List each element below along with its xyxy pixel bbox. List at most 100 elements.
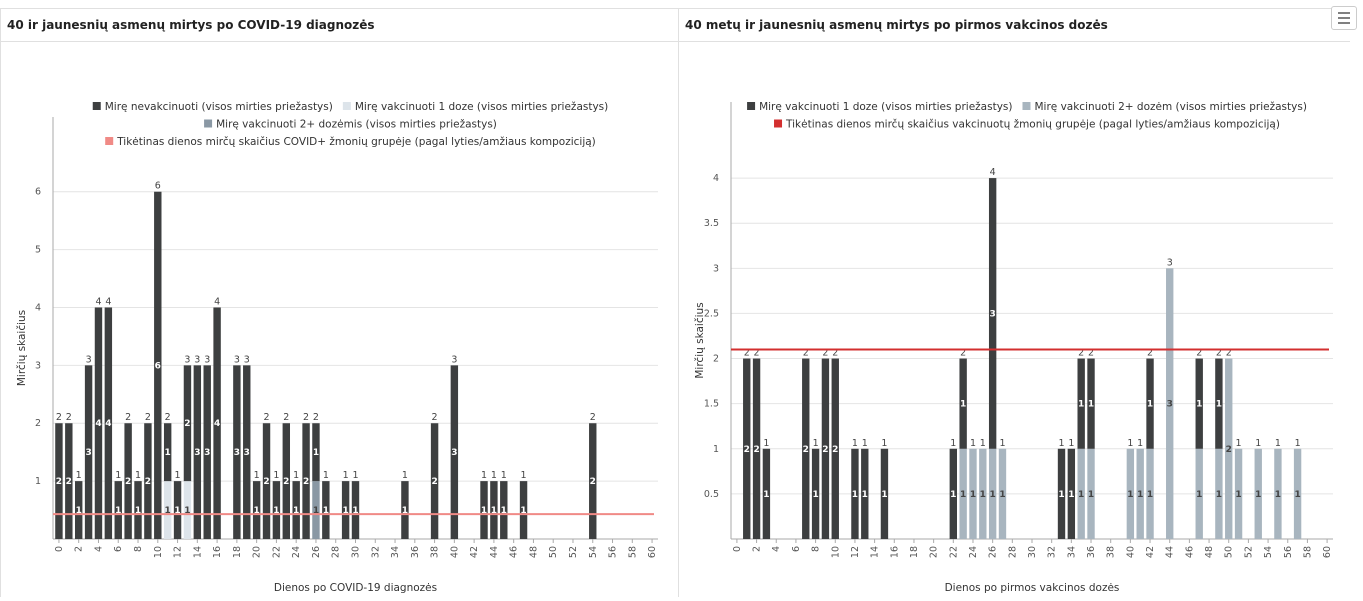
total-label: 3 — [1167, 257, 1173, 268]
segment-label: 1 — [1078, 400, 1084, 410]
bar-segment — [312, 423, 320, 482]
y-tick-label: 3.5 — [704, 218, 719, 229]
bar-segment — [1225, 358, 1233, 539]
segment-label: 2 — [753, 445, 759, 455]
total-label: 2 — [145, 412, 151, 423]
bar-segment — [821, 358, 830, 539]
segment-label: 1 — [1137, 490, 1143, 500]
total-label: 1 — [1127, 438, 1133, 449]
bar-segment — [1254, 448, 1262, 539]
x-tick-label: 0 — [732, 546, 743, 552]
bar-segment — [243, 365, 251, 539]
bar-segment — [173, 481, 182, 539]
x-tick-label: 28 — [1007, 546, 1018, 558]
bar-segment — [1215, 358, 1223, 449]
segment-label: 1 — [165, 506, 171, 516]
total-label: 1 — [521, 470, 527, 481]
bar-segment — [1195, 358, 1203, 449]
x-tick-label: 6 — [113, 546, 124, 552]
bar-segment — [500, 481, 508, 539]
segment-label: 2 — [1226, 445, 1232, 455]
total-label: 2 — [66, 412, 72, 423]
segment-label: 3 — [990, 309, 996, 319]
segment-label: 1 — [115, 506, 121, 516]
bar-segment — [430, 423, 439, 539]
bar-segment — [851, 448, 859, 539]
x-tick-label: 54 — [1263, 546, 1274, 558]
panel: 40 metų ir jaunesnių asmenų mirtys po pi… — [678, 8, 1350, 597]
bar-segment — [1195, 448, 1203, 539]
x-tick-label: 44 — [1165, 546, 1176, 558]
total-label: 2 — [1147, 348, 1153, 359]
bar-segment — [282, 423, 291, 539]
x-tick-label: 14 — [870, 546, 881, 558]
segment-label: 1 — [970, 490, 976, 500]
bar-segment — [490, 481, 498, 539]
bar-segment — [811, 448, 820, 539]
total-label: 1 — [1068, 438, 1074, 449]
legend-label: Tikėtinas dienos mirčų skaičius COVID+ ž… — [116, 136, 596, 148]
total-label: 2 — [1088, 348, 1094, 359]
bar-segment — [1087, 448, 1095, 539]
total-label: 1 — [293, 470, 299, 481]
bar-segment — [252, 481, 261, 539]
total-label: 2 — [313, 412, 319, 423]
segment-label: 1 — [481, 506, 487, 516]
total-label: 4 — [105, 296, 111, 307]
total-label: 4 — [990, 167, 996, 178]
x-tick-label: 36 — [1086, 546, 1097, 558]
x-tick-label: 4 — [771, 546, 782, 552]
total-label: 1 — [813, 438, 819, 449]
segment-label: 1 — [1147, 400, 1153, 410]
segment-label: 3 — [244, 448, 250, 458]
total-label: 3 — [86, 354, 92, 365]
legend-item: Mirę nevakcinuoti (visos mirties priežas… — [92, 101, 333, 113]
legend-label: Tikėtinas dienos mirčų skaičius vakcinuo… — [785, 119, 1280, 131]
bar-segment — [124, 423, 132, 539]
bar-segment — [1136, 448, 1144, 539]
bar-segment — [163, 481, 172, 539]
bar-segment — [880, 448, 889, 539]
bar-segment — [233, 365, 241, 539]
segment-label: 1 — [1088, 490, 1094, 500]
legend-label: Mirę nevakcinuoti (visos mirties priežas… — [105, 101, 333, 113]
bar-segment — [1067, 448, 1076, 539]
bar-segment — [743, 358, 751, 539]
total-label: 1 — [254, 470, 260, 481]
segment-label: 2 — [56, 477, 62, 487]
total-label: 1 — [1255, 438, 1261, 449]
bar-segment — [861, 448, 869, 539]
total-label: 2 — [1078, 348, 1084, 359]
segment-label: 1 — [501, 506, 507, 516]
segment-label: 1 — [1216, 400, 1222, 410]
x-tick-label: 58 — [1302, 546, 1313, 558]
y-tick-label: 2 — [713, 354, 719, 365]
panel-title: 40 metų ir jaunesnių asmenų mirtys po pi… — [679, 9, 1350, 42]
y-tick-label: 1 — [35, 476, 41, 487]
total-label: 2 — [56, 412, 62, 423]
segment-label: 1 — [1235, 490, 1241, 500]
bar-segment — [74, 481, 83, 539]
total-label: 1 — [999, 438, 1005, 449]
y-tick-label: 3 — [713, 263, 719, 274]
bar-segment — [312, 481, 320, 539]
x-tick-label: 32 — [1047, 546, 1058, 558]
x-tick-label: 60 — [1322, 546, 1333, 558]
bar-segment — [949, 448, 957, 539]
bar-segment — [1234, 448, 1243, 539]
x-tick-label: 26 — [311, 546, 322, 558]
menu-icon — [1338, 12, 1350, 24]
x-tick-label: 44 — [489, 546, 500, 558]
bar-segment — [183, 365, 192, 482]
legend-swatch — [204, 119, 213, 128]
total-label: 4 — [214, 296, 220, 307]
menu-button[interactable] — [1331, 6, 1357, 30]
bar-segment — [154, 191, 162, 539]
segment-label: 1 — [293, 506, 299, 516]
panel-title: 40 ir jaunesnių asmenų mirtys po COVID-1… — [1, 9, 678, 42]
segment-label: 1 — [491, 506, 497, 516]
segment-label: 1 — [323, 506, 329, 516]
total-label: 1 — [881, 438, 887, 449]
segment-label: 1 — [950, 490, 956, 500]
segment-label: 1 — [862, 490, 868, 500]
